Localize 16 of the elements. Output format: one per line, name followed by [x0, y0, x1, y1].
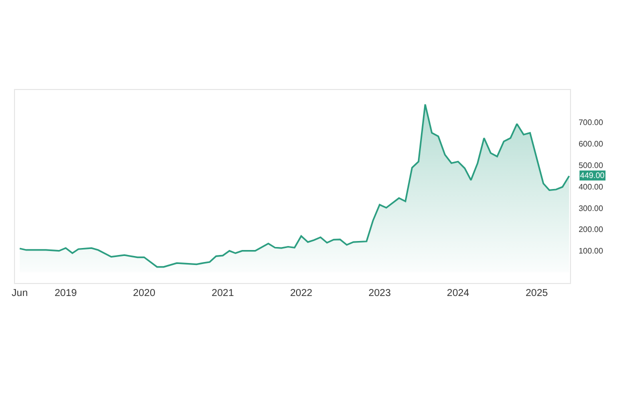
- x-tick-label: 2020: [133, 288, 156, 299]
- x-tick-label: 2024: [446, 288, 470, 299]
- x-tick-label: 2025: [526, 288, 548, 299]
- y-tick-label: 400.00: [578, 182, 604, 192]
- y-tick-label: 700.00: [578, 118, 604, 127]
- annotation: 449.00: [580, 171, 606, 180]
- x-tick-label: 2021: [212, 288, 234, 299]
- x-tick-label: 2019: [54, 288, 78, 299]
- y-tick-label: 100.00: [578, 246, 604, 256]
- y-tick-label: 500.00: [578, 160, 604, 170]
- x-tick-label: 2022: [290, 288, 313, 299]
- y-tick-label: 200.00: [578, 225, 604, 234]
- x-tick-label: 2023: [368, 288, 392, 299]
- x-tick-label: Jun: [12, 288, 28, 299]
- y-tick-label: 300.00: [578, 204, 604, 213]
- y-tick-label: 600.00: [578, 139, 604, 148]
